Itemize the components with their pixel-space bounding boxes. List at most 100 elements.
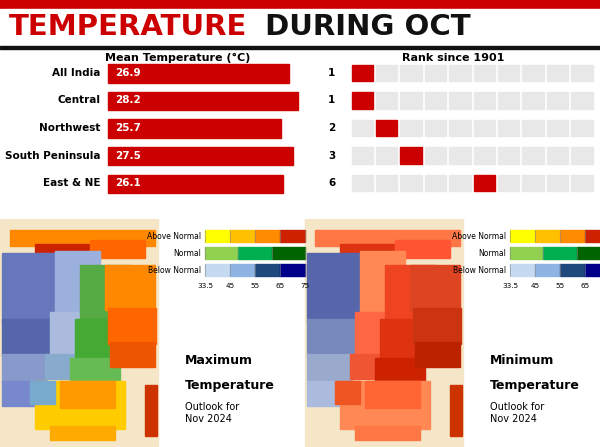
Bar [560, 265, 585, 276]
Bar [360, 251, 405, 315]
Text: 45: 45 [226, 283, 235, 289]
Bar [449, 148, 470, 164]
Bar [2, 354, 47, 383]
Bar [307, 319, 362, 356]
Bar [340, 381, 430, 429]
Bar [498, 148, 520, 164]
Bar [205, 248, 238, 259]
Bar [547, 65, 568, 81]
Bar [473, 175, 495, 191]
Bar [510, 248, 544, 259]
Bar [400, 175, 422, 191]
Bar [230, 231, 255, 242]
Bar [108, 64, 289, 83]
Bar [400, 65, 422, 81]
Bar [365, 381, 420, 408]
Bar [2, 253, 62, 322]
Bar [385, 265, 435, 322]
Text: 65: 65 [275, 283, 284, 289]
Bar [425, 65, 446, 81]
Bar [30, 381, 55, 404]
Bar [70, 358, 120, 383]
Bar [571, 120, 593, 136]
Bar [350, 354, 395, 379]
Bar [10, 231, 155, 246]
Text: Temperature: Temperature [490, 379, 580, 392]
Text: 2: 2 [328, 123, 335, 133]
Text: 55: 55 [250, 283, 260, 289]
Text: Minimum: Minimum [490, 354, 554, 367]
Bar [376, 175, 397, 191]
Bar [510, 265, 535, 276]
Bar [376, 93, 397, 109]
Bar [238, 248, 272, 259]
Bar [473, 65, 495, 81]
Text: Outlook for
Nov 2024: Outlook for Nov 2024 [185, 402, 239, 424]
Bar [498, 175, 520, 191]
Bar [35, 381, 125, 429]
Text: Mean Temperature (°C): Mean Temperature (°C) [106, 54, 251, 63]
Text: Central: Central [57, 96, 100, 105]
Bar [105, 265, 155, 310]
Bar [415, 342, 460, 367]
Text: 45: 45 [530, 283, 539, 289]
Bar [413, 308, 461, 344]
Bar [307, 253, 367, 322]
Bar [340, 244, 395, 258]
Bar [498, 65, 520, 81]
Bar [352, 93, 373, 109]
Bar [315, 231, 460, 246]
Text: 33.5: 33.5 [502, 283, 518, 289]
Text: 6: 6 [328, 178, 335, 188]
Text: DURING OCT: DURING OCT [255, 13, 470, 41]
Text: Above Normal: Above Normal [452, 232, 506, 241]
Bar [0, 219, 158, 447]
Bar [205, 265, 230, 276]
Bar [523, 93, 544, 109]
Bar [585, 265, 600, 276]
Text: 33.5: 33.5 [197, 283, 213, 289]
Bar [352, 175, 373, 191]
Text: Below Normal: Below Normal [148, 266, 201, 275]
Bar [352, 65, 373, 81]
Bar [571, 65, 593, 81]
Bar [35, 244, 90, 258]
Bar [449, 93, 470, 109]
Bar [230, 265, 255, 276]
Bar [577, 248, 600, 259]
Bar [110, 342, 155, 367]
Bar [400, 148, 422, 164]
Bar [395, 240, 450, 258]
Text: Normal: Normal [478, 249, 506, 258]
Text: Outlook for
Nov 2024: Outlook for Nov 2024 [490, 402, 544, 424]
Text: 1: 1 [328, 68, 335, 78]
Bar [498, 120, 520, 136]
Bar [523, 65, 544, 81]
Bar [449, 65, 470, 81]
Bar [50, 426, 115, 440]
Bar [498, 93, 520, 109]
Text: South Peninsula: South Peninsula [5, 151, 100, 160]
Bar [0, 9, 600, 47]
Text: TEMPERATURE: TEMPERATURE [9, 13, 247, 41]
Bar [307, 381, 347, 406]
Text: 55: 55 [556, 283, 565, 289]
Bar [2, 319, 57, 356]
Bar [55, 251, 100, 315]
Bar [280, 265, 305, 276]
Bar [449, 120, 470, 136]
Text: Rank since 1901: Rank since 1901 [402, 54, 504, 63]
Bar [425, 175, 446, 191]
Text: All India: All India [52, 68, 100, 78]
Bar [547, 175, 568, 191]
Text: Temperature: Temperature [185, 379, 275, 392]
Bar [108, 92, 298, 110]
Bar [352, 120, 373, 136]
Bar [547, 120, 568, 136]
Bar [380, 319, 435, 360]
Text: Above Normal: Above Normal [147, 232, 201, 241]
Bar [376, 65, 397, 81]
Bar [307, 354, 352, 383]
Bar [375, 358, 425, 383]
Bar [60, 381, 115, 408]
